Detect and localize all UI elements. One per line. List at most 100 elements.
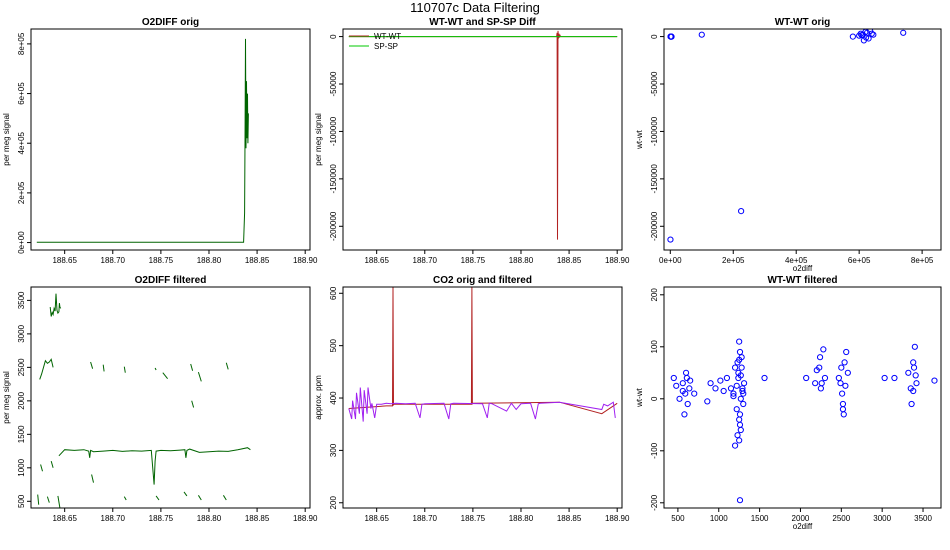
o2diff-filtered-series-fragment xyxy=(183,491,188,497)
o2diff-filtered-series-fragment xyxy=(91,474,94,483)
o2diff-filtered-series-fragment xyxy=(197,371,202,382)
wt-wt-filtered-point xyxy=(839,390,846,397)
wt-wt-filtered-point xyxy=(734,432,741,439)
wt-wt-filtered-point xyxy=(736,338,743,345)
wt-sp-diff-y-tick-label: -100000 xyxy=(329,116,338,146)
wt-wt-filtered-point xyxy=(736,497,744,504)
wt-wt-filtered-point xyxy=(817,385,824,392)
co2-orig-filtered-y-tick-label: 400 xyxy=(329,391,338,405)
wt-wt-filtered-point xyxy=(733,382,740,389)
wt-wt-orig-point xyxy=(900,29,907,36)
wt-wt-filtered-point xyxy=(727,385,735,392)
o2diff-filtered-series-fragment xyxy=(123,366,126,373)
wt-sp-diff-legend-label: WT-WT xyxy=(374,32,401,41)
wt-wt-orig-point xyxy=(862,34,870,41)
o2diff-filtered-y-tick-label: 2000 xyxy=(17,391,26,409)
o2diff-filtered-x-tick-label: 188.90 xyxy=(293,514,318,523)
wt-wt-orig-point xyxy=(867,29,874,34)
o2diff-filtered-title: O2DIFF filtered xyxy=(135,275,207,286)
co2-orig-filtered-y-tick-label: 600 xyxy=(329,286,338,300)
wt-wt-filtered-point xyxy=(723,374,731,382)
wt-wt-filtered-point xyxy=(912,372,919,379)
o2diff-orig-y-tick-label: 0e+00 xyxy=(17,231,26,254)
wt-sp-diff-y-axis-label: per meg signal xyxy=(314,113,323,166)
o2diff-filtered-series-fragment xyxy=(222,495,227,501)
wt-wt-filtered-point xyxy=(837,380,844,387)
wt-sp-diff-title: WT-WT and SP-SP Diff xyxy=(429,17,536,28)
co2-orig-filtered-x-tick-label: 188.70 xyxy=(413,514,438,523)
wt-sp-diff-plot-area xyxy=(348,30,618,240)
wt-wt-filtered-point xyxy=(838,364,845,371)
o2diff-filtered-series-fragment xyxy=(102,364,105,372)
wt-wt-filtered-point xyxy=(835,374,842,382)
wt-wt-filtered-point xyxy=(730,393,737,400)
wt-sp-diff-y-tick-label: -150000 xyxy=(329,164,338,194)
co2-orig-filtered-y-tick-label: 300 xyxy=(329,443,338,457)
wt-wt-filtered-point xyxy=(842,382,849,389)
wt-sp-diff-panel: WT-WT and SP-SP Diff 188.65 188.70 188.75 18… xyxy=(314,17,630,265)
wt-wt-orig-y-tick-label: -150000 xyxy=(650,164,659,194)
wt-wt-filtered-point xyxy=(730,390,737,397)
wt-wt-filtered-point xyxy=(676,395,683,402)
wt-wt-filtered-point xyxy=(911,343,918,350)
o2diff-filtered-y-tick-label: 3500 xyxy=(17,291,26,309)
wt-wt-filtered-point xyxy=(720,387,727,395)
o2diff-orig-x-tick-label: 188.85 xyxy=(245,256,270,265)
wt-wt-filtered-point xyxy=(686,385,693,392)
o2diff-orig-plot-area xyxy=(36,38,249,243)
o2diff-orig-title: O2DIFF orig xyxy=(142,17,199,28)
page-title: 110707c Data Filtering xyxy=(410,0,540,15)
o2diff-filtered-series-line xyxy=(49,293,62,317)
o2diff-orig-y-tick-label: 6e+05 xyxy=(17,82,26,105)
wt-wt-filtered-x-tick-label: 1000 xyxy=(710,514,728,523)
wt-wt-filtered-point xyxy=(736,411,744,418)
wt-wt-orig-y-tick-label: -50000 xyxy=(650,71,659,96)
o2diff-filtered-x-tick-label: 188.75 xyxy=(149,514,174,523)
wt-wt-filtered-point xyxy=(840,411,847,418)
wt-wt-filtered-point xyxy=(737,372,744,379)
wt-wt-filtered-point xyxy=(740,400,747,408)
o2diff-filtered-x-tick-label: 188.80 xyxy=(197,514,222,523)
o2diff-orig-x-tick-label: 188.75 xyxy=(149,256,174,265)
wt-wt-filtered-x-tick-label: 3000 xyxy=(873,514,891,523)
o2diff-orig-panel: O2DIFF orig 188.65 188.70 188.75 188.80 188.8… xyxy=(2,17,318,265)
o2diff-filtered-series-fragment xyxy=(46,496,50,503)
wt-wt-orig-x-tick-label: 8e+05 xyxy=(911,256,934,265)
wt-wt-filtered-point xyxy=(818,380,825,387)
wt-wt-filtered-frame xyxy=(663,286,942,509)
wt-sp-diff-x-tick-label: 188.90 xyxy=(605,256,630,265)
o2diff-filtered-series-fragment xyxy=(197,495,202,501)
wt-wt-orig-title: WT-WT orig xyxy=(775,17,831,28)
o2diff-filtered-x-tick-label: 188.65 xyxy=(52,514,77,523)
o2diff-filtered-y-axis-label: per meg signal xyxy=(2,371,11,424)
wt-wt-orig-y-axis-label: wt-wt xyxy=(635,129,644,149)
wt-wt-filtered-point xyxy=(731,442,739,449)
wt-wt-filtered-y-tick-label: 100 xyxy=(650,340,659,354)
wt-wt-filtered-point xyxy=(736,421,744,428)
o2diff-orig-y-tick-label: 2e+05 xyxy=(17,181,26,204)
wt-wt-filtered-point xyxy=(707,380,714,387)
wt-wt-filtered-point xyxy=(736,437,743,444)
o2diff-filtered-series-fragment xyxy=(191,400,195,408)
wt-wt-filtered-point xyxy=(670,374,677,382)
wt-wt-filtered-point xyxy=(679,387,686,395)
wt-wt-filtered-point xyxy=(736,416,743,423)
wt-wt-filtered-x-tick-label: 500 xyxy=(671,514,685,523)
wt-sp-diff-x-tick-label: 188.65 xyxy=(364,256,389,265)
co2-orig-filtered-panel: CO2 orig and filtered 188.65 188.70 188.75 1… xyxy=(314,275,630,523)
wt-wt-filtered-point xyxy=(843,348,850,356)
wt-sp-diff-y-tick-label: -200000 xyxy=(329,211,338,241)
wt-wt-filtered-plot-area xyxy=(670,338,938,504)
o2diff-orig-y-tick-label: 4e+05 xyxy=(17,131,26,154)
co2-orig-filtered-title: CO2 orig and filtered xyxy=(433,275,532,286)
wt-wt-filtered-x-tick-label: 2000 xyxy=(792,514,810,523)
o2diff-filtered-y-tick-label: 1000 xyxy=(17,458,26,476)
wt-wt-orig-panel: WT-WT orig 0e+00 2e+05 4e+05 6e+05 8e+05 0 -500… xyxy=(635,17,942,273)
wt-wt-filtered-x-tick-label: 2500 xyxy=(832,514,850,523)
wt-wt-filtered-point xyxy=(761,374,768,382)
wt-wt-orig-point xyxy=(667,236,674,243)
o2diff-orig-x-tick-label: 188.90 xyxy=(293,256,318,265)
wt-wt-filtered-point xyxy=(687,377,694,384)
